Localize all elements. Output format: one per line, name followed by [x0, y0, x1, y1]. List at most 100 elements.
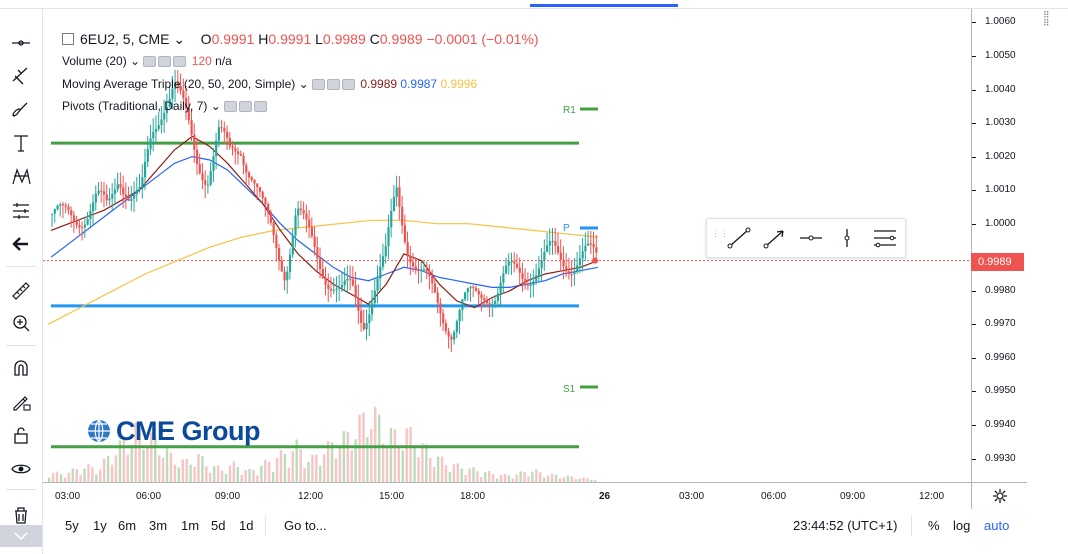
candle-body [193, 134, 196, 150]
range-1d-button[interactable]: 1d [239, 518, 254, 533]
ma-label[interactable]: Moving Average Triple (20, 50, 200, Simp… [62, 77, 296, 91]
collapse-toolbar-icon[interactable] [0, 525, 42, 547]
auto-scale-button[interactable]: auto [984, 518, 1010, 533]
volume-bar [448, 471, 452, 482]
lock-drawings-icon[interactable] [6, 388, 36, 416]
time-tick: 03:00 [679, 491, 705, 502]
candle-body [370, 303, 374, 315]
crosshair-icon[interactable] [6, 29, 36, 57]
candle-body [332, 290, 335, 292]
range-6m-button[interactable]: 6m [118, 518, 137, 533]
brush-icon[interactable] [6, 95, 36, 123]
range-5y-button[interactable]: 5y [65, 518, 79, 533]
candle-body [324, 278, 327, 285]
arrow-line-icon[interactable] [759, 223, 791, 253]
ruler-icon[interactable] [6, 277, 36, 305]
clock-timezone[interactable]: 23:44:52 (UTC+1) [793, 518, 898, 533]
candle-body [412, 262, 415, 267]
gear-icon[interactable] [327, 79, 340, 90]
close-icon[interactable] [173, 56, 187, 67]
volume-bar [566, 475, 569, 482]
chart-settings-button[interactable] [971, 482, 1028, 509]
volume-bar [181, 459, 184, 482]
trend-line-icon[interactable] [723, 223, 755, 253]
drag-handle-icon[interactable]: ⋮⋮ [711, 228, 729, 238]
vertical-line-icon[interactable] [831, 223, 863, 253]
magnet-icon[interactable] [6, 354, 36, 382]
percent-scale-button[interactable]: % [928, 518, 940, 533]
candle-body [275, 235, 278, 249]
volume-bar [173, 464, 177, 482]
time-axis[interactable]: 03:00 06:00 09:00 12:00 15:00 18:00 26 03:00 06:… [43, 482, 971, 509]
volume-bar [350, 450, 353, 482]
range-3m-button[interactable]: 3m [149, 518, 168, 533]
gear-icon[interactable] [158, 56, 172, 67]
range-5d-button[interactable]: 5d [211, 518, 226, 533]
chart-canvas[interactable] [43, 9, 971, 482]
candle-body [546, 245, 549, 252]
ma50-value: 0.9987 [400, 77, 438, 91]
horizontal-ray-icon[interactable] [795, 223, 827, 253]
unlock-icon[interactable] [6, 421, 36, 449]
pivots-label[interactable]: Pivots (Traditional, Daily, 7) [62, 99, 208, 113]
volume-bar [291, 451, 294, 482]
candle-body [280, 260, 283, 272]
candle-body [206, 184, 210, 186]
volume-bar [515, 474, 518, 482]
text-tool-icon[interactable] [6, 129, 36, 157]
pattern-icon[interactable] [6, 163, 36, 191]
goto-button[interactable]: Go to... [284, 518, 327, 533]
volume-bar [495, 478, 499, 482]
log-scale-button[interactable]: log [953, 518, 971, 533]
volume-bar [401, 450, 404, 482]
volume-bar [452, 464, 456, 482]
object-tree-icon[interactable]: ⠿ ⠿ [1043, 10, 1050, 28]
volume-bar [397, 447, 401, 482]
collapse-legend-icon[interactable] [62, 33, 74, 45]
trash-icon[interactable] [6, 501, 36, 529]
chevron-down-icon[interactable]: ⌄ [130, 54, 141, 68]
eye-icon[interactable] [143, 56, 157, 67]
volume-bar [55, 471, 59, 482]
candle-body [387, 227, 390, 246]
eye-icon[interactable] [6, 455, 36, 483]
volume-bar [330, 442, 334, 482]
candle-body [231, 146, 234, 149]
forecast-icon[interactable] [6, 197, 36, 225]
candle-body [420, 269, 423, 271]
close-icon[interactable] [254, 101, 268, 112]
change-value: −0.0001 (−0.01%) [426, 31, 539, 47]
range-1m-button[interactable]: 1m [181, 518, 200, 533]
chart-pane[interactable] [43, 9, 971, 482]
chevron-down-icon[interactable]: ⌄ [210, 99, 221, 113]
eye-icon[interactable] [224, 101, 238, 112]
chevron-down-icon[interactable]: ⌄ [298, 77, 309, 91]
volume-bar [59, 474, 63, 482]
volume-bar [91, 467, 94, 482]
parallel-channel-icon[interactable] [869, 223, 901, 253]
candle-body [442, 313, 445, 324]
candle-body [245, 165, 248, 173]
candle-body [373, 290, 376, 304]
low-label: L [315, 31, 323, 47]
candle-body [59, 204, 62, 206]
gear-icon[interactable] [239, 101, 253, 112]
volume-bar [51, 472, 55, 482]
symbol-title[interactable]: 6EU2, 5, CME [80, 31, 170, 47]
candle-body [431, 276, 434, 284]
pivots-legend: Pivots (Traditional, Daily, 7) ⌄ [62, 99, 269, 113]
back-arrow-icon[interactable] [6, 230, 36, 258]
candle-body [67, 206, 70, 211]
close-icon[interactable] [342, 79, 355, 90]
volume-bar [103, 458, 106, 482]
candle-body [61, 204, 65, 206]
candle-body [165, 107, 169, 114]
volume-label[interactable]: Volume (20) [62, 54, 127, 68]
eye-icon[interactable] [312, 79, 325, 90]
zoom-in-icon[interactable] [6, 309, 36, 337]
chevron-down-icon[interactable]: ⌄ [173, 31, 186, 47]
range-1y-button[interactable]: 1y [93, 518, 107, 533]
price-axis[interactable]: 1.0060 1.0050 1.0040 1.0030 1.0020 1.0010 1.00… [971, 9, 1028, 482]
volume-bar [311, 454, 314, 482]
trend-line-icon[interactable] [6, 61, 36, 89]
